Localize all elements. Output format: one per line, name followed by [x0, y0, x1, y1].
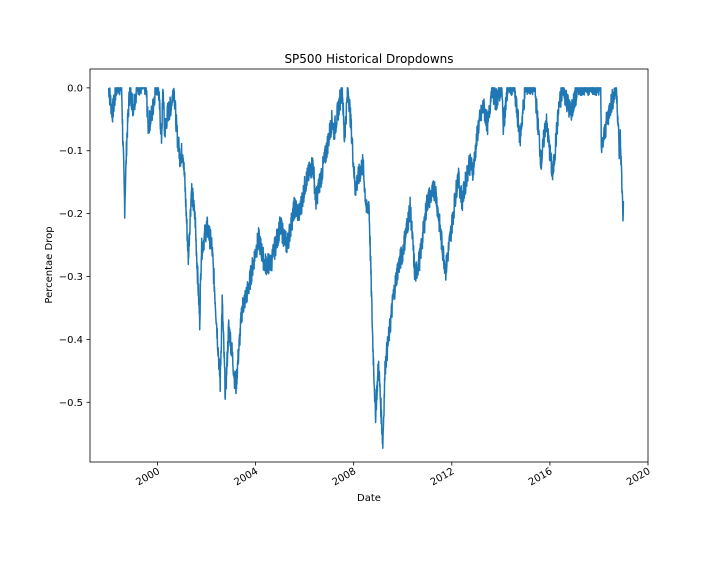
- y-axis: 0.0 −0.1 −0.2 −0.3 −0.4 −0.5: [59, 83, 90, 409]
- x-axis-label: Date: [357, 493, 381, 504]
- axes-frame: [89, 68, 649, 463]
- y-tick-label: −0.5: [59, 398, 83, 409]
- y-tick-label: −0.3: [59, 272, 83, 283]
- series-line: [107, 87, 625, 449]
- chart-title: SP500 Historical Dropdowns: [284, 52, 453, 66]
- y-tick-label: −0.1: [59, 146, 83, 157]
- plot-area: [89, 68, 649, 463]
- y-tick-label: −0.2: [59, 209, 83, 220]
- y-axis-label: Percentae Drop: [44, 226, 55, 303]
- y-tick-label: 0.0: [67, 83, 83, 94]
- y-tick-label: −0.4: [59, 335, 83, 346]
